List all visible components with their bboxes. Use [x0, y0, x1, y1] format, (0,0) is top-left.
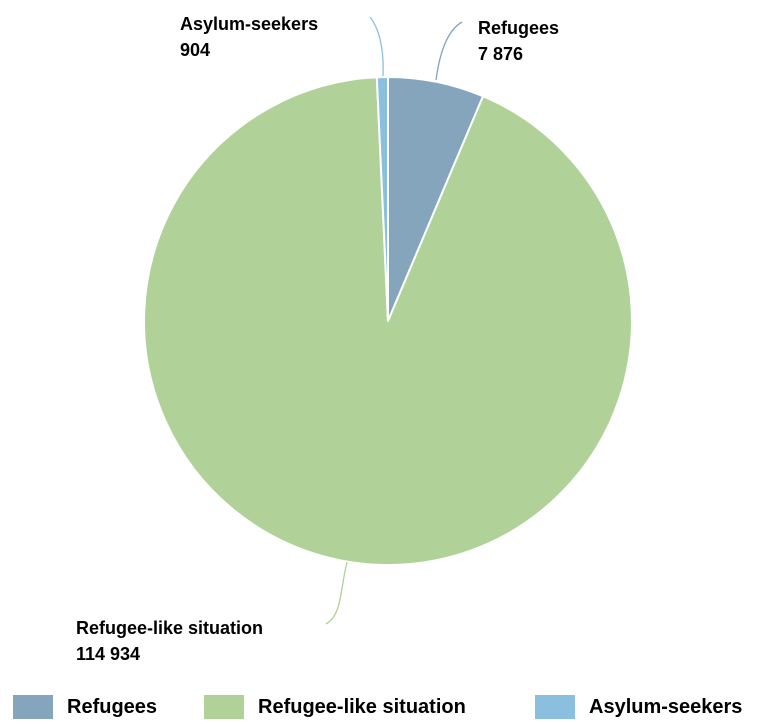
data-label-value-refugee-like-situation: 114 934 [76, 644, 140, 664]
data-label-name-asylum-seekers: Asylum-seekers [180, 14, 318, 34]
pie-chart: Refugees 7 876 Refugee-like situation 114 9… [76, 14, 633, 664]
leader-line-refugee-like-situation [325, 561, 348, 625]
data-label-value-refugees: 7 876 [478, 44, 523, 64]
legend-item-refugees[interactable]: Refugees [13, 692, 157, 722]
leader-line-refugees [435, 21, 463, 81]
legend-label-refugee-like-situation: Refugee-like situation [258, 695, 466, 718]
pie-slices [143, 76, 633, 566]
legend-label-refugees: Refugees [67, 695, 158, 718]
legend: Refugees Refugee-like situation Asylum-s… [0, 692, 764, 722]
legend-item-refugee-like-situation[interactable]: Refugee-like situation [204, 692, 466, 722]
legend-label-asylum-seekers: Asylum-seekers [589, 695, 743, 718]
legend-item-asylum-seekers[interactable]: Asylum-seekers [535, 692, 742, 722]
pie-slice-asylum-seekers[interactable] [375, 76, 389, 322]
data-labels: Refugees 7 876 Refugee-like situation 114 9… [76, 14, 559, 664]
leader-lines [325, 16, 463, 625]
legend-swatch-refugees [13, 695, 53, 719]
data-label-name-refugees: Refugees [478, 18, 559, 38]
legend-swatch-asylum-seekers [535, 695, 575, 719]
data-label-name-refugee-like-situation: Refugee-like situation [76, 618, 263, 638]
leader-line-asylum-seekers [369, 16, 384, 77]
data-label-value-asylum-seekers: 904 [180, 40, 210, 60]
legend-swatch-refugee-like-situation [204, 695, 244, 719]
